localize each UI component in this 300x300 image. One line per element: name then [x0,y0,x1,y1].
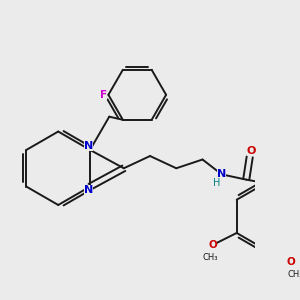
Text: CH₃: CH₃ [203,253,218,262]
Text: N: N [217,169,226,179]
Text: F: F [100,90,107,100]
Text: O: O [247,146,256,156]
Text: H: H [213,178,220,188]
Text: O: O [286,257,295,267]
Text: N: N [84,185,93,195]
Text: O: O [209,240,218,250]
Text: N: N [84,141,93,152]
Text: CH₃: CH₃ [287,270,300,279]
